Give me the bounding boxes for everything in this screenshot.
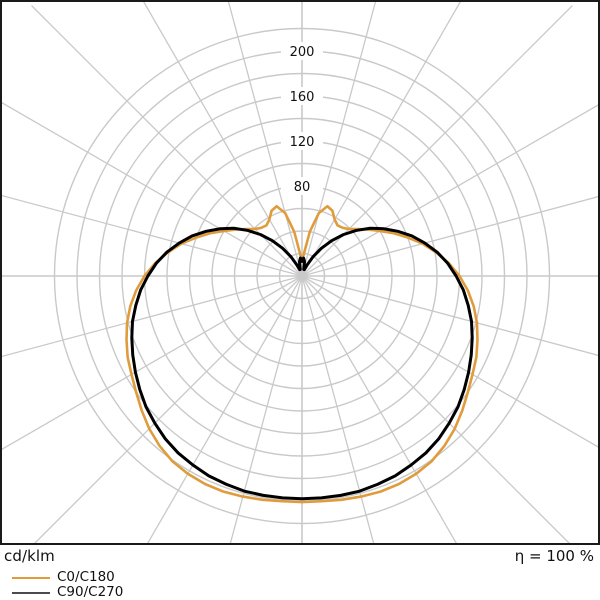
polar-chart-svg: 80 120 160 200	[2, 2, 598, 543]
legend-item: C90/C270	[4, 585, 304, 600]
polar-grid	[2, 2, 598, 543]
grid-spoke	[301, 5, 573, 277]
grid-spoke	[301, 275, 375, 543]
unit-label: cd/klm	[4, 547, 55, 565]
legend-item: C0/C180	[4, 570, 304, 585]
polar-curves	[125, 204, 479, 504]
grid-spoke	[2, 275, 303, 450]
legend-swatch-c90-c270	[12, 591, 50, 594]
grid-spoke	[2, 275, 303, 358]
grid-spoke	[147, 275, 303, 543]
polar-plot-panel: 80 120 160 200	[0, 0, 600, 545]
grid-spoke	[2, 102, 303, 277]
grid-spoke	[2, 194, 303, 277]
tick-label-backdrop	[281, 87, 323, 105]
curve-c90-c270	[130, 226, 474, 501]
radial-tick-label: 200	[290, 45, 315, 60]
radial-tick-labels: 80 120 160 200	[281, 42, 323, 195]
grid-spoke	[301, 196, 598, 277]
grid-spoke	[34, 275, 303, 543]
legend-label: C0/C180	[57, 569, 115, 585]
chart-legend: C0/C180 C90/C270	[4, 570, 304, 600]
legend-swatch-c0-c180	[12, 576, 50, 579]
tick-label-backdrop	[281, 177, 323, 195]
grid-spoke	[301, 275, 598, 356]
grid-spoke	[301, 275, 598, 448]
grid-spoke	[301, 104, 598, 277]
efficiency-label: η = 100 %	[514, 547, 594, 565]
tick-label-backdrop	[281, 42, 323, 60]
grid-spoke	[229, 275, 303, 543]
tick-label-backdrop	[281, 132, 323, 150]
legend-label: C90/C270	[57, 584, 124, 600]
chart-footer: cd/klm η = 100 % C0/C180 C90/C270	[0, 545, 600, 600]
grid-spoke	[301, 275, 457, 543]
radial-tick-label: 160	[290, 90, 315, 105]
grid-spoke	[31, 5, 303, 277]
grid-spoke	[301, 275, 570, 543]
radial-tick-label: 80	[294, 180, 311, 195]
radial-tick-label: 120	[290, 135, 315, 150]
